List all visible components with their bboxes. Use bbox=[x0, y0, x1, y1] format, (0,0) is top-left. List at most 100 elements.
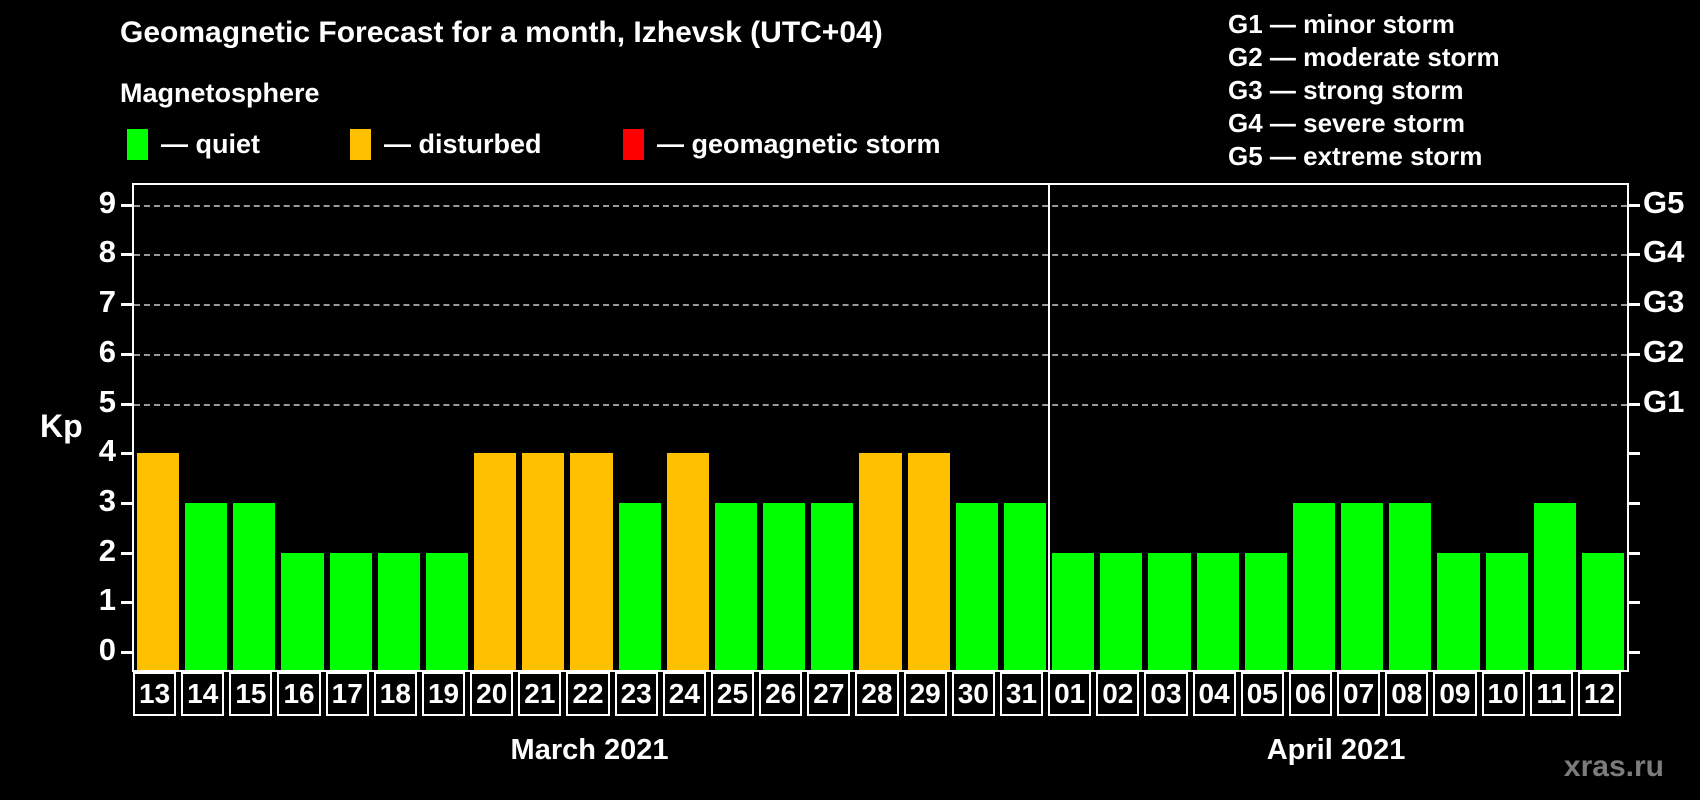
bar-march-14 bbox=[185, 502, 228, 670]
plot-area bbox=[121, 183, 1640, 672]
day-label-11: 11 bbox=[1529, 672, 1573, 716]
right-axis-tick-7 bbox=[1629, 303, 1640, 307]
y-axis-tick-4 bbox=[121, 452, 132, 456]
legend-label-disturbed: — disturbed bbox=[384, 128, 542, 159]
right-axis-tick-9 bbox=[1629, 203, 1640, 207]
month-divider bbox=[1048, 185, 1051, 670]
y-axis-tick-0 bbox=[121, 651, 132, 654]
gridline-kp7 bbox=[134, 304, 1627, 307]
bar-april-01 bbox=[1052, 552, 1095, 670]
legend-label-storm: — geomagnetic storm bbox=[657, 128, 941, 159]
watermark: xras.ru bbox=[1563, 750, 1664, 783]
bar-april-04 bbox=[1196, 552, 1239, 670]
right-axis-tick-0 bbox=[1629, 651, 1640, 654]
y-axis-title: Kp bbox=[40, 408, 83, 444]
gridline-kp8 bbox=[134, 254, 1627, 257]
day-label-15: 15 bbox=[229, 672, 273, 716]
g4-legend-line: G4 — severe storm bbox=[1228, 108, 1466, 138]
bar-march-24 bbox=[666, 453, 709, 670]
quiet-swatch-icon bbox=[127, 128, 148, 160]
disturbed-swatch-icon bbox=[350, 128, 371, 160]
day-label-28: 28 bbox=[855, 672, 899, 716]
right-axis-label-g2: G2 bbox=[1643, 333, 1685, 369]
bar-march-19 bbox=[425, 552, 469, 670]
y-axis-tick-7 bbox=[121, 303, 132, 307]
right-axis-tick-8 bbox=[1629, 253, 1640, 257]
bar-march-17 bbox=[329, 552, 372, 670]
y-tick-label-0: 0 bbox=[98, 632, 116, 667]
legend-label-quiet: — quiet bbox=[161, 128, 260, 159]
bar-march-15 bbox=[233, 502, 276, 670]
right-axis-label-g1: G1 bbox=[1643, 383, 1685, 419]
day-label-14: 14 bbox=[181, 672, 225, 716]
bar-march-20 bbox=[474, 453, 517, 670]
month-label-april: April 2021 bbox=[1266, 734, 1406, 766]
right-axis-label-g4: G4 bbox=[1643, 234, 1685, 270]
bar-april-10 bbox=[1485, 552, 1528, 670]
bar-march-22 bbox=[570, 453, 613, 670]
bar-march-31 bbox=[1003, 502, 1047, 670]
day-label-30: 30 bbox=[951, 672, 995, 716]
g5-legend-line: G5 — extreme storm bbox=[1228, 141, 1483, 171]
bar-march-18 bbox=[377, 552, 420, 670]
g3-legend-line: G3 — strong storm bbox=[1228, 75, 1464, 105]
y-axis-tick-1 bbox=[121, 601, 132, 605]
bar-april-11 bbox=[1533, 502, 1576, 670]
day-label-13: 13 bbox=[133, 672, 177, 716]
bar-march-21 bbox=[522, 453, 565, 670]
magnetosphere-label: Magnetosphere bbox=[120, 78, 320, 108]
y-axis-tick-8 bbox=[121, 253, 132, 257]
g1-legend-line: G1 — minor storm bbox=[1228, 9, 1455, 39]
day-label-25: 25 bbox=[710, 672, 755, 716]
right-axis-tick-1 bbox=[1629, 601, 1640, 605]
legend-item-quiet: — quiet bbox=[127, 126, 260, 162]
gridline-kp9 bbox=[134, 204, 1627, 207]
g2-legend-line: G2 — moderate storm bbox=[1228, 42, 1500, 72]
gridline-kp6 bbox=[134, 353, 1627, 356]
legend-item-storm: — geomagnetic storm bbox=[623, 126, 941, 162]
y-tick-label-9: 9 bbox=[98, 184, 116, 220]
right-axis-tick-5 bbox=[1629, 402, 1640, 406]
g-scale-legend: G1 — minor storm G2 — moderate storm G3 … bbox=[1228, 8, 1500, 173]
bar-april-02 bbox=[1100, 552, 1143, 670]
bar-march-30 bbox=[955, 502, 998, 670]
bar-april-07 bbox=[1341, 502, 1384, 670]
right-axis-label-g3: G3 bbox=[1643, 284, 1685, 320]
bar-march-26 bbox=[763, 502, 806, 670]
right-axis-tick-6 bbox=[1629, 352, 1640, 356]
storm-swatch-icon bbox=[623, 128, 644, 160]
day-label-10: 10 bbox=[1481, 672, 1525, 716]
right-axis-tick-4 bbox=[1629, 452, 1640, 456]
day-label-09: 09 bbox=[1433, 672, 1477, 716]
bar-april-08 bbox=[1389, 502, 1432, 670]
day-label-08: 08 bbox=[1385, 672, 1429, 716]
bar-march-13 bbox=[137, 453, 180, 670]
right-axis-tick-2 bbox=[1629, 551, 1640, 555]
legend-item-disturbed: — disturbed bbox=[350, 126, 542, 162]
day-label-07: 07 bbox=[1337, 672, 1381, 716]
page-title: Geomagnetic Forecast for a month, Izhevs… bbox=[120, 16, 883, 49]
bar-march-27 bbox=[811, 502, 854, 670]
y-axis-tick-6 bbox=[121, 352, 132, 356]
bar-april-05 bbox=[1244, 552, 1287, 670]
day-label-20: 20 bbox=[470, 672, 514, 716]
bar-march-29 bbox=[907, 453, 950, 670]
day-label-29: 29 bbox=[903, 672, 947, 716]
right-axis-label-g5: G5 bbox=[1643, 184, 1685, 220]
y-tick-label-5: 5 bbox=[98, 383, 116, 419]
bar-april-12 bbox=[1581, 552, 1624, 670]
y-tick-label-7: 7 bbox=[98, 284, 116, 320]
day-label-31: 31 bbox=[999, 672, 1044, 716]
y-tick-label-3: 3 bbox=[98, 482, 116, 518]
day-label-04: 04 bbox=[1192, 672, 1236, 716]
day-label-12: 12 bbox=[1577, 672, 1621, 716]
day-label-16: 16 bbox=[277, 672, 321, 716]
day-label-27: 27 bbox=[807, 672, 851, 716]
month-label-march: March 2021 bbox=[510, 734, 669, 766]
y-axis-tick-3 bbox=[121, 501, 132, 505]
bar-march-16 bbox=[281, 552, 324, 670]
y-tick-label-8: 8 bbox=[98, 234, 116, 270]
bar-april-03 bbox=[1148, 552, 1191, 670]
day-label-19: 19 bbox=[421, 672, 466, 716]
